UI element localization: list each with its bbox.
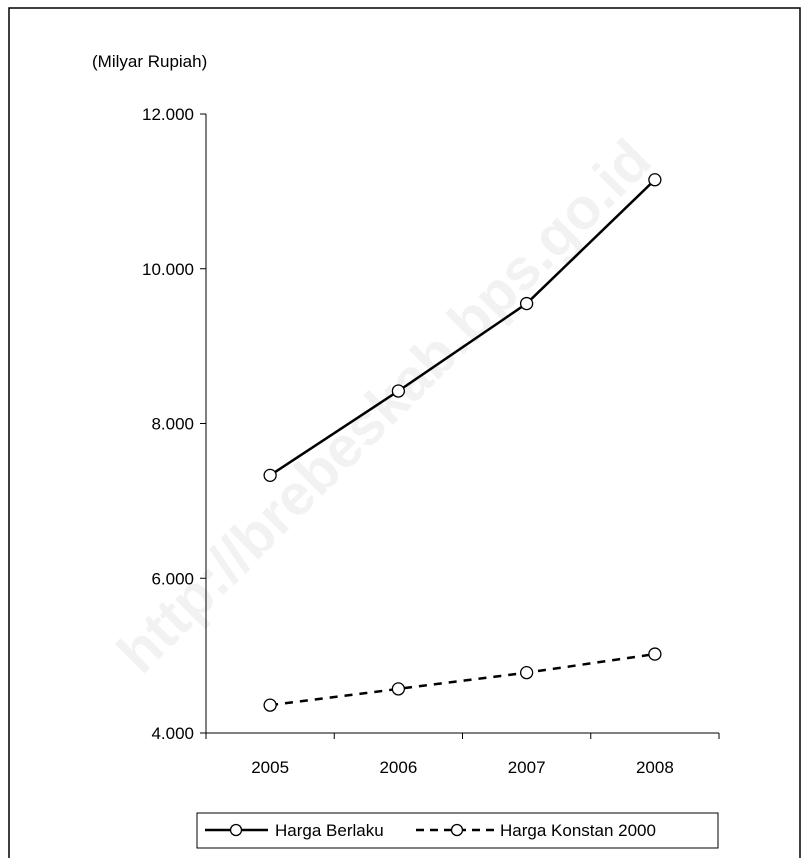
legend-label-harga-berlaku: Harga Berlaku	[275, 821, 384, 840]
y-tick-label: 8.000	[151, 415, 194, 434]
legend-label-harga-konstan-2000: Harga Konstan 2000	[500, 821, 656, 840]
x-tick-label: 2007	[508, 758, 546, 777]
legend-marker-harga-konstan-2000	[450, 823, 464, 837]
legend-item-harga-konstan-2000: Harga Konstan 2000	[416, 821, 656, 840]
legend-marker-harga-berlaku	[229, 823, 243, 837]
x-ticks: 2005 2006 2007 2008	[205, 733, 720, 777]
data-point-series-1	[391, 682, 406, 696]
y-tick-label: 4.000	[151, 724, 194, 743]
data-point-series-1	[648, 647, 662, 661]
y-tick-label: 10.000	[142, 260, 194, 279]
data-point-series-1	[519, 665, 534, 680]
legend-item-harga-berlaku: Harga Berlaku	[205, 821, 384, 840]
data-point-series-0	[648, 173, 662, 187]
watermark: http://brebeskab.bps.go.id	[105, 127, 664, 686]
x-tick-label: 2008	[636, 758, 674, 777]
unit-label: (Milyar Rupiah)	[92, 52, 207, 71]
chart-frame	[8, 7, 801, 858]
data-point-series-0	[391, 384, 406, 398]
series-layer	[263, 173, 662, 712]
series-line-0	[269, 178, 656, 477]
x-tick-label: 2006	[379, 758, 417, 777]
y-tick-label: 6.000	[151, 569, 194, 588]
series-line-1	[269, 652, 656, 707]
x-tick-label: 2005	[251, 758, 289, 777]
y-ticks: 4.000 6.000 8.000 10.000 12.000	[142, 105, 206, 743]
y-tick-label: 12.000	[142, 105, 194, 124]
data-point-series-1	[263, 698, 277, 712]
legend: Harga Berlaku Harga Konstan 2000	[196, 812, 719, 849]
data-point-series-0	[519, 296, 534, 311]
data-point-series-0	[263, 468, 277, 482]
